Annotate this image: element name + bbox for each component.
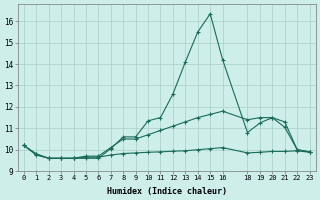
X-axis label: Humidex (Indice chaleur): Humidex (Indice chaleur) [107,187,227,196]
